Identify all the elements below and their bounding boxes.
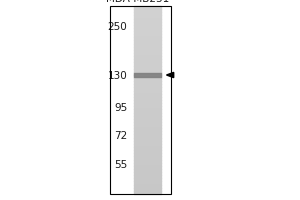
Text: 95: 95	[114, 103, 128, 113]
Bar	[110, 6, 171, 194]
Text: 72: 72	[114, 131, 128, 141]
Polygon shape	[167, 72, 174, 78]
Text: 130: 130	[108, 71, 127, 81]
Text: 250: 250	[108, 22, 127, 32]
Text: 55: 55	[114, 160, 128, 170]
Text: MDA-MB231: MDA-MB231	[106, 0, 169, 4]
